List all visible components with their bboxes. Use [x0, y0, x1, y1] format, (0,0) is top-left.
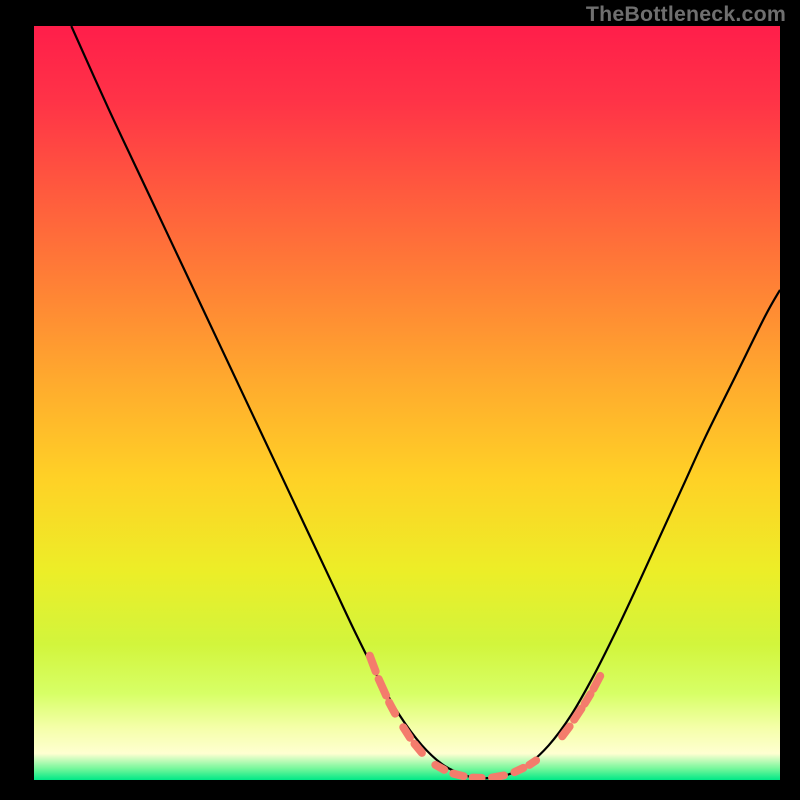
- overlay-dash: [403, 727, 410, 738]
- chart-stage: TheBottleneck.com: [0, 0, 800, 800]
- plot-area: [34, 26, 780, 780]
- overlay-dash: [529, 760, 536, 765]
- curve-svg: [34, 26, 780, 780]
- overlay-dash: [370, 656, 376, 672]
- overlay-dash: [594, 676, 601, 689]
- attribution-text: TheBottleneck.com: [586, 2, 786, 27]
- overlay-dash: [389, 702, 395, 713]
- overlay-dash: [379, 679, 386, 696]
- bottleneck-curve: [71, 26, 780, 778]
- overlay-dash: [435, 765, 444, 770]
- overlay-dash: [585, 694, 591, 704]
- overlay-dash: [453, 774, 463, 777]
- overlay-dash: [492, 775, 504, 777]
- overlay-dash: [514, 768, 523, 772]
